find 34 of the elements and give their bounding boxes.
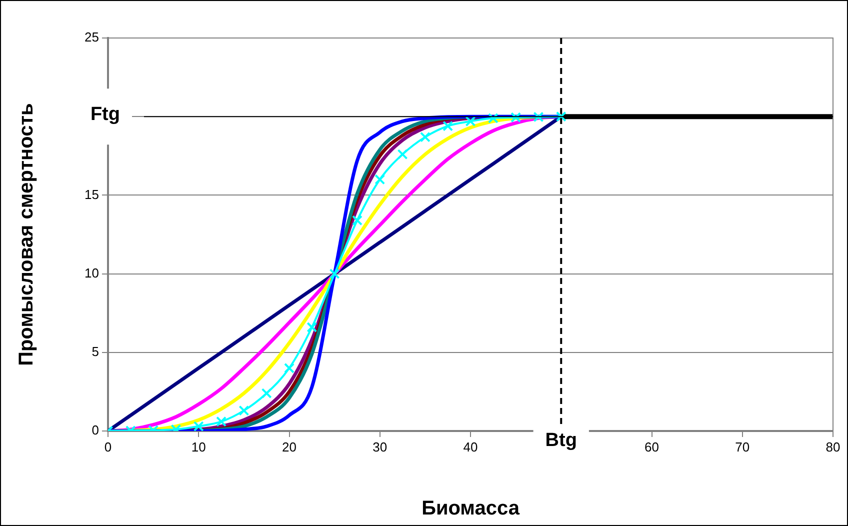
point [216,416,227,427]
ref-line-label: Btg [545,430,577,452]
point [374,174,386,185]
point [193,421,204,431]
y-tick-label: 0 [92,422,99,438]
x-axis-title: Биомасса [422,498,520,520]
x-tick-label: 60 [644,439,659,454]
y-tick-label: 15 [84,186,99,202]
y-tick-label: 5 [92,344,99,359]
x-tick-label: 20 [282,439,296,454]
point [442,120,454,132]
point [510,112,522,123]
point [420,132,430,142]
point [261,388,272,399]
point [352,215,362,226]
point [465,116,476,127]
y-tick-label: 10 [84,265,99,280]
x-tick-label: 30 [372,439,388,454]
x-tick-label: 70 [735,439,750,454]
x-tick-label: 80 [826,439,840,454]
point [556,111,566,122]
x-tick-label: 0 [104,439,112,454]
y-axis-title: Промысловая смертность [16,103,38,366]
point [284,362,294,374]
point [329,268,340,280]
point [488,112,498,124]
y-tick-label: 25 [84,30,99,45]
point [397,149,408,160]
x-tick-label: 10 [191,439,206,454]
ref-line-label: Ftg [90,104,120,125]
point [533,112,544,122]
point [306,322,318,332]
x-tick-label: 40 [463,439,478,454]
point [238,405,250,416]
